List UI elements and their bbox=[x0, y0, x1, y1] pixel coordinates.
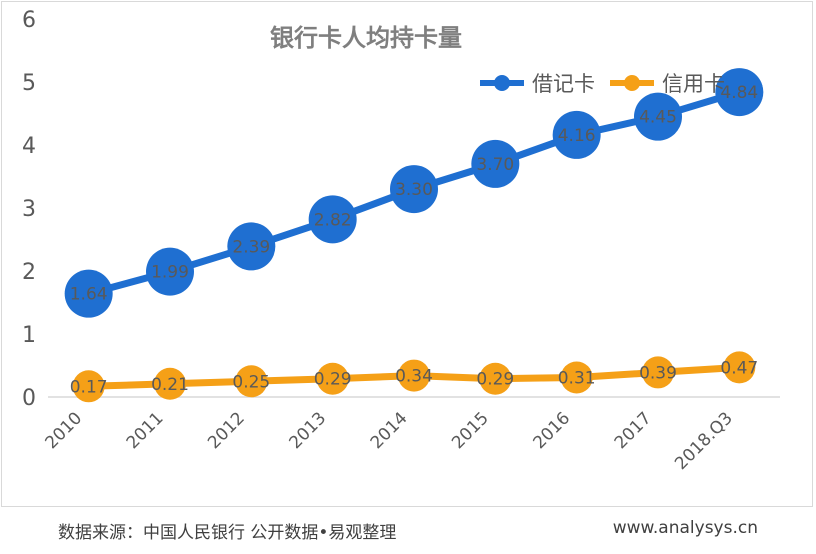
data-point bbox=[235, 365, 268, 398]
data-point bbox=[316, 362, 349, 395]
data-point bbox=[560, 361, 593, 394]
data-label: 0.25 bbox=[232, 372, 270, 392]
source-note: 数据来源：中国人民银行 公开数据•易观整理 bbox=[58, 523, 397, 543]
data-point bbox=[398, 359, 430, 392]
data-label: 1.99 bbox=[151, 263, 189, 283]
data-label: 0.47 bbox=[720, 358, 758, 378]
data-label: 0.31 bbox=[558, 368, 596, 388]
data-point bbox=[154, 367, 186, 400]
data-label: 0.29 bbox=[314, 370, 352, 390]
data-point bbox=[479, 362, 512, 395]
data-point bbox=[146, 247, 194, 296]
legend-label: 借记卡 bbox=[532, 72, 595, 96]
data-point bbox=[227, 222, 276, 271]
data-point bbox=[64, 269, 113, 318]
legend-marker bbox=[494, 75, 510, 91]
data-label: 4.16 bbox=[558, 126, 596, 146]
data-label: 0.39 bbox=[639, 363, 677, 383]
data-label: 3.30 bbox=[395, 180, 433, 200]
data-label: 1.64 bbox=[70, 285, 108, 305]
x-tick-label: 2012 bbox=[204, 408, 249, 453]
y-tick-label: 5 bbox=[22, 71, 36, 96]
x-tick-label: 2017 bbox=[611, 408, 656, 453]
x-tick-label: 2014 bbox=[367, 408, 412, 453]
y-tick-label: 1 bbox=[22, 323, 36, 348]
data-point bbox=[308, 195, 357, 244]
x-tick-label: 2016 bbox=[529, 408, 574, 453]
x-tick-label: 2011 bbox=[123, 408, 168, 453]
x-tick-label: 2018.Q3 bbox=[671, 408, 737, 474]
data-point bbox=[72, 370, 105, 403]
x-tick-label: 2013 bbox=[285, 408, 330, 453]
data-label: 0.17 bbox=[70, 377, 108, 397]
data-label: 2.39 bbox=[232, 237, 270, 257]
chart-frame bbox=[1, 1, 813, 507]
x-tick-label: 2015 bbox=[448, 408, 493, 453]
y-tick-label: 6 bbox=[22, 8, 36, 33]
legend-marker bbox=[624, 75, 640, 91]
data-label: 4.84 bbox=[720, 83, 758, 103]
data-label: 0.21 bbox=[151, 375, 189, 395]
data-point bbox=[715, 68, 764, 117]
x-tick-label: 2010 bbox=[41, 408, 86, 453]
y-tick-label: 0 bbox=[22, 386, 36, 411]
data-point bbox=[723, 351, 756, 384]
chart-title: 银行卡人均持卡量 bbox=[270, 24, 462, 52]
y-tick-label: 4 bbox=[22, 134, 36, 159]
data-label: 2.82 bbox=[314, 210, 352, 230]
y-tick-label: 2 bbox=[22, 260, 36, 285]
data-point bbox=[471, 139, 520, 188]
data-label: 3.70 bbox=[476, 155, 514, 175]
data-point bbox=[552, 110, 601, 159]
website-label: www.analysys.cn bbox=[612, 518, 758, 538]
data-point bbox=[642, 356, 674, 389]
data-label: 4.45 bbox=[639, 108, 677, 128]
y-tick-label: 3 bbox=[22, 197, 36, 222]
data-label: 0.29 bbox=[476, 370, 514, 390]
data-point bbox=[390, 165, 438, 214]
legend-label: 信用卡 bbox=[662, 72, 725, 96]
data-point bbox=[634, 92, 682, 141]
data-label: 0.34 bbox=[395, 367, 433, 387]
